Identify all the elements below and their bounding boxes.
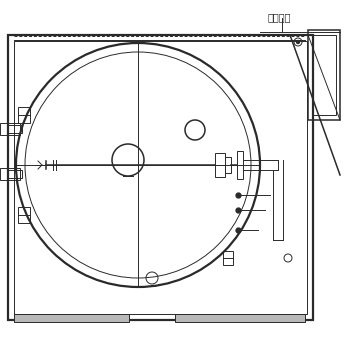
Bar [18,207,30,223]
Bar [237,151,243,179]
Bar [0,168,20,180]
Bar [308,30,340,120]
Bar [312,35,336,115]
Bar [223,251,233,265]
Bar [0,123,20,135]
Bar [18,107,30,123]
Bar [215,153,225,177]
Bar [175,314,305,322]
Bar [14,314,129,322]
Bar [14,41,307,314]
Bar [225,157,231,173]
Bar [8,35,313,320]
Bar [8,170,22,178]
Text: 液体处理: 液体处理 [268,12,292,22]
Bar [8,125,22,133]
Circle shape [296,41,300,43]
